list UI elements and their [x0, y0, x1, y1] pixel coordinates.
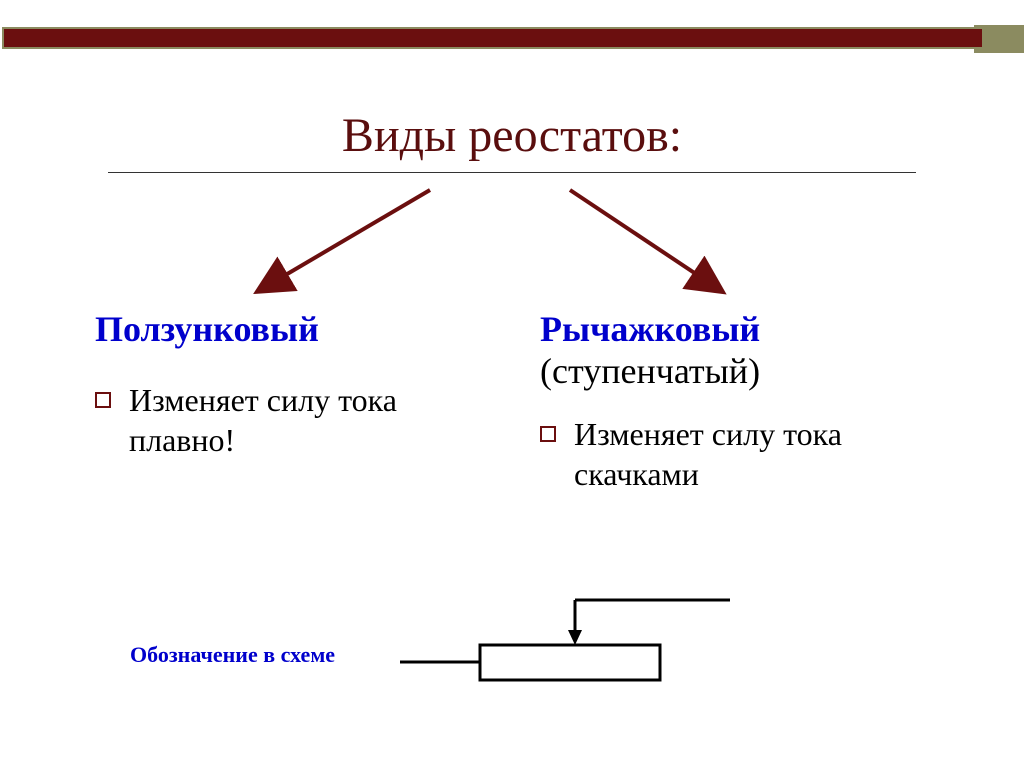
- right-bullet-text: Изменяет силу тока скачками: [574, 414, 920, 494]
- left-column: Ползунковый Изменяет силу тока плавно!: [95, 308, 455, 460]
- right-heading: Рычажковый: [540, 308, 920, 350]
- left-bullet-text: Изменяет силу тока плавно!: [129, 380, 455, 460]
- schematic-arrowhead-icon: [568, 630, 582, 645]
- bullet-square-icon: [540, 426, 556, 442]
- rheostat-schematic-symbol: [400, 590, 760, 700]
- right-bullet-item: Изменяет силу тока скачками: [540, 414, 920, 494]
- bullet-square-icon: [95, 392, 111, 408]
- schema-label: Обозначение в схеме: [130, 642, 335, 668]
- left-heading: Ползунковый: [95, 308, 455, 350]
- schematic-resistor-body: [480, 645, 660, 680]
- right-column: Рычажковый (ступенчатый) Изменяет силу т…: [540, 308, 920, 494]
- left-bullet-item: Изменяет силу тока плавно!: [95, 380, 455, 460]
- right-subheading: (ступенчатый): [540, 350, 920, 392]
